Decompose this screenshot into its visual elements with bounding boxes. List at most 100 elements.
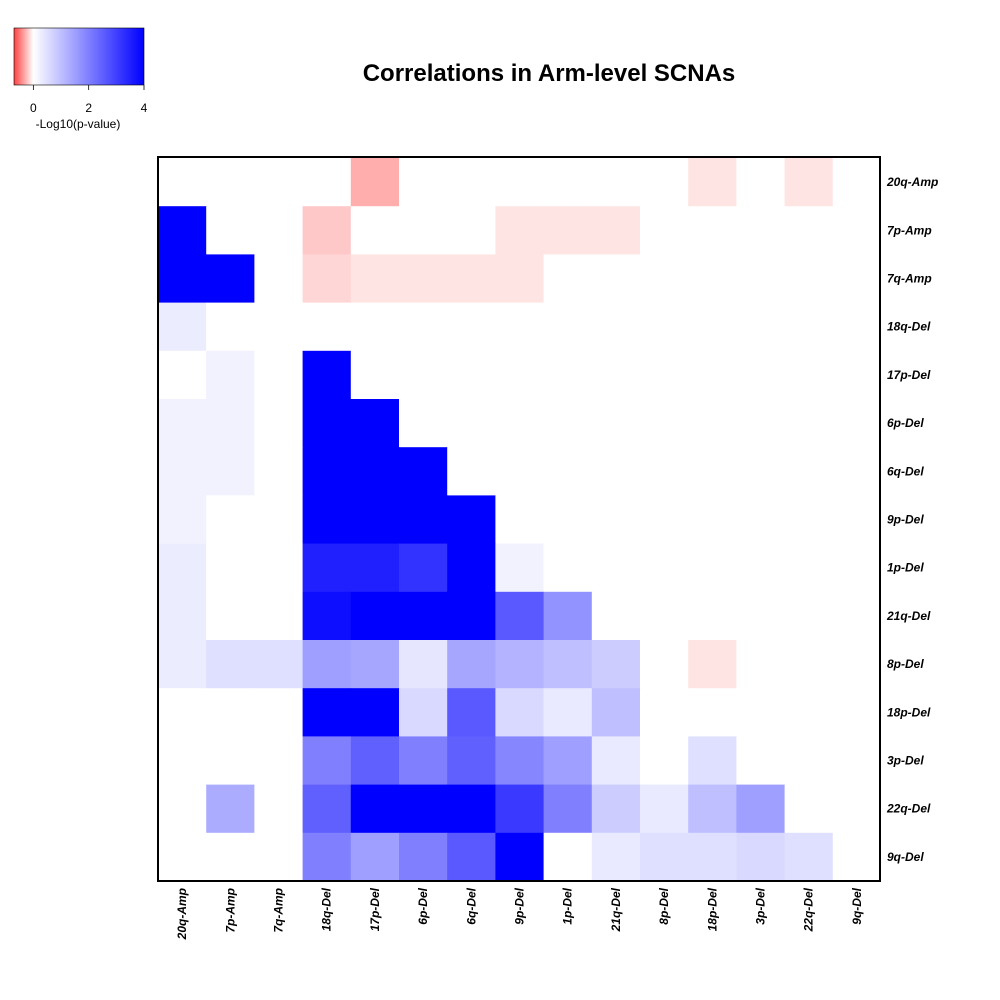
heatmap-cell bbox=[206, 302, 255, 352]
heatmap-cell bbox=[784, 158, 834, 207]
heatmap-cell bbox=[591, 495, 641, 545]
heatmap-cell bbox=[399, 254, 448, 304]
plot-frame bbox=[157, 156, 881, 882]
heatmap-cell bbox=[543, 495, 593, 545]
heatmap-cell bbox=[158, 399, 207, 448]
heatmap-cell bbox=[688, 784, 737, 834]
heatmap-cell bbox=[784, 736, 834, 786]
heatmap-cell bbox=[399, 591, 448, 641]
heatmap-cell bbox=[254, 640, 304, 689]
row-label: 20q-Amp bbox=[886, 175, 938, 189]
heatmap-cell bbox=[736, 688, 786, 737]
heatmap-cell bbox=[447, 784, 496, 834]
heatmap-cell bbox=[832, 784, 882, 834]
heatmap-cell bbox=[206, 640, 255, 689]
heatmap-cell bbox=[302, 688, 352, 737]
heatmap-cell bbox=[832, 543, 882, 593]
heatmap-cell bbox=[350, 832, 400, 882]
legend-color-bar bbox=[13, 27, 145, 86]
heatmap-cell bbox=[832, 206, 882, 255]
heatmap-cell bbox=[688, 158, 737, 207]
heatmap-cell bbox=[302, 591, 352, 641]
column-label: 17p-Del bbox=[368, 887, 382, 931]
heatmap-cell bbox=[832, 302, 882, 352]
heatmap-cell bbox=[399, 832, 448, 882]
heatmap-cell bbox=[543, 591, 593, 641]
heatmap-cell bbox=[399, 302, 448, 352]
heatmap-cell bbox=[447, 591, 496, 641]
heatmap-cell bbox=[736, 447, 786, 496]
heatmap-cell bbox=[688, 543, 737, 593]
heatmap-cell bbox=[399, 688, 448, 737]
column-label: 9p-Del bbox=[513, 887, 527, 924]
heatmap-cell bbox=[206, 784, 255, 834]
heatmap-cell bbox=[640, 399, 689, 448]
heatmap-cell bbox=[206, 832, 255, 882]
heatmap-cell bbox=[447, 543, 496, 593]
heatmap-cell bbox=[206, 158, 255, 207]
heatmap-cell bbox=[254, 832, 304, 882]
heatmap-cell bbox=[206, 736, 255, 786]
heatmap-cell bbox=[495, 350, 545, 400]
column-label: 9q-Del bbox=[850, 887, 864, 924]
heatmap-cell bbox=[206, 350, 255, 400]
heatmap-cell bbox=[302, 254, 352, 304]
heatmap-cell bbox=[736, 543, 786, 593]
heatmap-cell bbox=[591, 640, 641, 689]
heatmap-cell bbox=[254, 447, 304, 496]
heatmap-cell bbox=[640, 640, 689, 689]
heatmap-cell bbox=[543, 206, 593, 255]
heatmap-cell bbox=[591, 350, 641, 400]
heatmap-cell bbox=[736, 254, 786, 304]
heatmap-cell bbox=[784, 495, 834, 545]
column-labels: 20q-Amp 7p-Amp 7q-Amp 18q-Del 17p-Del 6p-Del 6… bbox=[175, 887, 864, 940]
heatmap-cell bbox=[206, 254, 255, 304]
heatmap-cell bbox=[302, 495, 352, 545]
heatmap-cell bbox=[495, 399, 545, 448]
heatmap-cell bbox=[447, 158, 496, 207]
heatmap-cell bbox=[158, 784, 207, 834]
heatmap-cell bbox=[447, 495, 496, 545]
heatmap-cell bbox=[832, 688, 882, 737]
heatmap-cell bbox=[591, 543, 641, 593]
heatmap-cell bbox=[302, 640, 352, 689]
heatmap-cell bbox=[832, 158, 882, 207]
heatmap-cell bbox=[447, 688, 496, 737]
heatmap-cell bbox=[640, 543, 689, 593]
heatmap-cell bbox=[447, 736, 496, 786]
heatmap-cell bbox=[254, 302, 304, 352]
heatmap-cell bbox=[158, 302, 207, 352]
heatmap-cell bbox=[832, 399, 882, 448]
heatmap-cell bbox=[447, 302, 496, 352]
heatmap-cell bbox=[640, 447, 689, 496]
column-label: 1p-Del bbox=[561, 887, 575, 924]
heatmap-cell bbox=[640, 302, 689, 352]
heatmap-cell bbox=[495, 254, 545, 304]
heatmap-cell bbox=[399, 736, 448, 786]
heatmap-cell bbox=[591, 832, 641, 882]
heatmap-cell bbox=[399, 640, 448, 689]
heatmap-cell bbox=[447, 254, 496, 304]
row-label: 7q-Amp bbox=[887, 272, 932, 286]
heatmap-cell bbox=[350, 640, 400, 689]
heatmap-cell bbox=[591, 784, 641, 834]
heatmap-cell bbox=[688, 350, 737, 400]
heatmap-cell bbox=[832, 736, 882, 786]
heatmap-cell bbox=[640, 784, 689, 834]
heatmap-cell bbox=[495, 543, 545, 593]
heatmap-cell bbox=[206, 447, 255, 496]
heatmap-cell bbox=[688, 302, 737, 352]
heatmap-cell bbox=[447, 350, 496, 400]
row-label: 22q-Del bbox=[886, 802, 931, 816]
color-legend: 0 2 4 -Log10(p-value) bbox=[13, 27, 148, 131]
heatmap-cell bbox=[399, 784, 448, 834]
heatmap-cell bbox=[784, 350, 834, 400]
heatmap-cell bbox=[784, 832, 834, 882]
heatmap-cell bbox=[640, 495, 689, 545]
heatmap-cell bbox=[832, 495, 882, 545]
heatmap-cell bbox=[206, 399, 255, 448]
heatmap-cell bbox=[640, 736, 689, 786]
column-label: 7q-Amp bbox=[272, 888, 286, 933]
heatmap-cell bbox=[447, 640, 496, 689]
